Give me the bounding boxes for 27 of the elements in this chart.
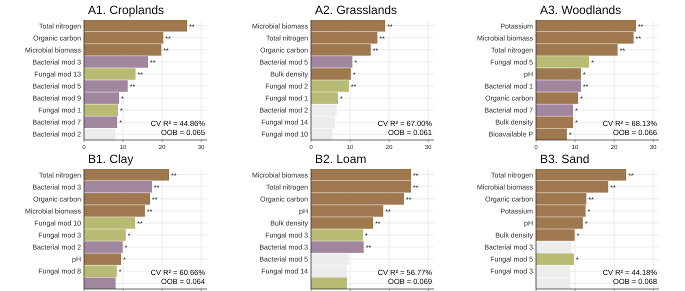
bar [84,181,152,193]
bar [536,68,581,80]
bar [84,68,136,80]
bar [84,253,122,265]
bar [311,229,363,241]
bar [84,241,123,253]
chart-title: A3. Woodlands [540,3,622,17]
chart-title: B3. Sand [540,152,590,166]
bar [84,169,170,181]
bar [311,241,364,253]
bar [311,68,351,80]
bar [311,277,347,289]
chart-title: A1. Croplands [88,3,164,17]
chart-title: B2. Loam [315,152,366,166]
bar [84,277,116,289]
bar [536,104,574,116]
chart-title: A2. Grasslands [315,3,398,17]
bar [84,56,148,68]
bar [84,104,118,116]
bar [84,265,117,277]
bar [311,56,352,68]
bar [536,56,590,68]
bar [536,253,574,265]
chart-title: B1. Clay [88,152,134,166]
bar [536,80,581,92]
bar [84,116,118,128]
bar [536,92,578,104]
